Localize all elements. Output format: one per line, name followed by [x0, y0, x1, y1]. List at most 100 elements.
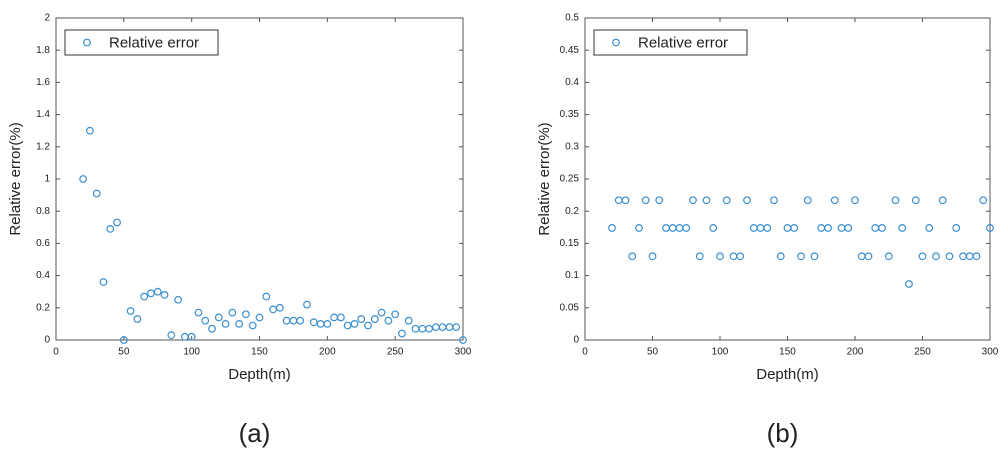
data-point	[180, 332, 189, 341]
data-point	[675, 224, 684, 232]
data-point	[857, 252, 866, 261]
data-point	[391, 310, 400, 319]
y-tick-label: 0.6	[36, 238, 50, 249]
x-tick-label: 100	[183, 347, 200, 358]
data-point	[370, 315, 379, 323]
data-point	[851, 196, 859, 205]
data-point	[255, 313, 264, 322]
x-tick-label: 50	[647, 347, 659, 358]
legend-label: Relative error	[638, 34, 728, 51]
data-point	[878, 224, 886, 232]
plot-frame	[584, 17, 991, 341]
data-point	[662, 224, 670, 232]
data-point	[119, 336, 128, 344]
y-tick-label: 1.8	[36, 45, 50, 56]
y-tick-label: 0	[44, 335, 50, 346]
x-tick-label: 100	[712, 347, 729, 358]
data-point	[269, 305, 277, 314]
data-point	[905, 280, 913, 288]
x-tick-label: 0	[582, 347, 588, 358]
data-point	[92, 189, 101, 198]
data-point	[844, 224, 853, 232]
data-point	[357, 315, 366, 323]
x-tick-label: 200	[847, 347, 864, 358]
data-point	[756, 224, 765, 232]
data-point	[952, 224, 961, 232]
y-tick-label: 1	[44, 174, 50, 185]
x-tick-label: 300	[982, 347, 999, 358]
y-tick-label: 0.5	[565, 13, 579, 24]
data-point	[986, 224, 994, 232]
data-point	[628, 252, 637, 261]
data-point	[343, 321, 352, 330]
data-point	[404, 316, 413, 325]
data-point	[608, 224, 616, 232]
x-axis-label: Depth(m)	[756, 366, 819, 383]
data-point	[668, 224, 677, 232]
data-point	[398, 329, 406, 338]
data-point	[641, 196, 650, 205]
data-point	[248, 321, 257, 330]
data-point	[411, 324, 420, 333]
y-tick-label: 0.1	[565, 270, 579, 281]
data-point	[452, 323, 461, 332]
data-point	[79, 175, 88, 183]
y-tick-label: 0.25	[560, 174, 580, 185]
data-point	[695, 252, 704, 261]
data-point	[330, 313, 339, 322]
data-point	[418, 324, 427, 333]
y-tick-label: 0.4	[565, 77, 579, 88]
y-tick-label: 1.4	[36, 109, 50, 120]
data-point	[938, 196, 947, 205]
y-tick-label: 0.2	[565, 206, 579, 217]
data-point	[945, 252, 954, 261]
y-tick-label: 2	[44, 13, 50, 24]
y-tick-label: 0	[573, 335, 579, 346]
data-point	[160, 291, 169, 299]
data-point	[459, 336, 467, 344]
x-tick-label: 50	[118, 347, 130, 358]
y-tick-label: 0.35	[560, 109, 580, 120]
data-point	[384, 316, 393, 325]
data-point	[174, 295, 183, 304]
data-point	[133, 315, 142, 323]
data-point	[648, 252, 657, 261]
y-tick-label: 1.6	[36, 77, 50, 88]
data-point	[208, 324, 216, 333]
x-tick-label: 300	[455, 347, 472, 358]
x-axis-label: Depth(m)	[228, 366, 291, 383]
data-point	[282, 316, 291, 325]
data-point	[140, 292, 149, 301]
data-point	[918, 252, 927, 261]
y-axis-label: Relative error(%)	[7, 122, 24, 235]
x-tick-label: 150	[251, 347, 268, 358]
data-point	[864, 252, 873, 261]
data-point	[797, 252, 805, 261]
data-point	[235, 320, 244, 328]
y-tick-label: 0.4	[36, 270, 50, 281]
data-point	[871, 224, 880, 232]
data-point	[275, 303, 284, 312]
data-point	[289, 316, 298, 325]
data-point	[242, 310, 250, 319]
data-point	[126, 307, 135, 315]
data-point	[187, 332, 196, 341]
data-point	[709, 224, 718, 232]
data-point	[763, 224, 772, 232]
data-point	[153, 287, 162, 296]
data-point	[113, 218, 121, 227]
data-point	[106, 225, 115, 233]
data-point	[891, 196, 900, 205]
data-point	[884, 252, 893, 261]
data-point	[86, 126, 94, 135]
data-point	[898, 224, 907, 232]
data-point	[682, 224, 691, 232]
data-point	[303, 300, 311, 309]
data-point	[749, 224, 758, 232]
data-point	[932, 252, 940, 261]
y-tick-label: 0.15	[560, 238, 580, 249]
legend-marker	[612, 38, 620, 47]
data-point	[147, 289, 155, 298]
data-point	[790, 224, 799, 232]
data-point	[830, 196, 839, 205]
